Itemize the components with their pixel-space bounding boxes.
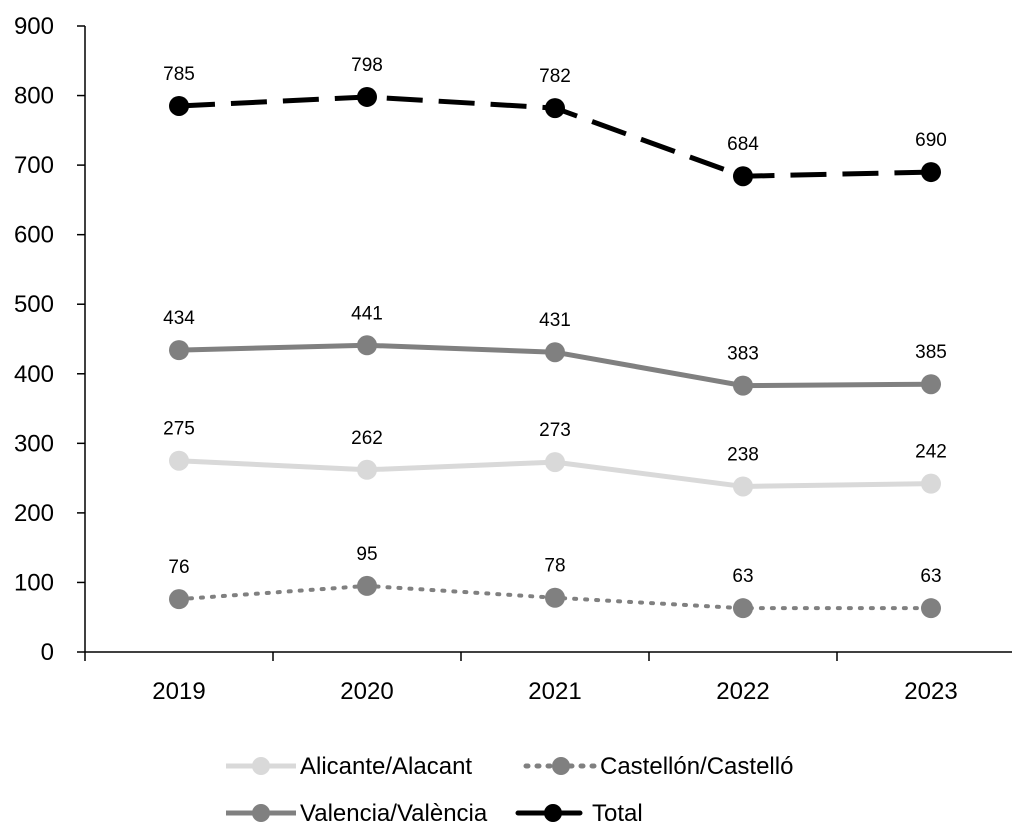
y-tick-label: 300 xyxy=(14,430,54,457)
y-tick-label: 0 xyxy=(41,639,54,666)
legend-label: Valencia/València xyxy=(300,800,488,826)
legend-marker xyxy=(252,757,270,775)
data-label: 242 xyxy=(915,442,947,463)
legend-label: Total xyxy=(592,800,643,826)
x-tick-labels: 2019 2020 2021 2022 2023 xyxy=(84,652,958,705)
data-label: 441 xyxy=(351,303,383,324)
data-label: 76 xyxy=(168,557,189,578)
data-label: 684 xyxy=(727,134,759,155)
series-group: 275 262 273 238 242 76 95 78 63 63 434 441 431 383 385… xyxy=(163,55,947,619)
legend-item-0: Alicante/Alacant xyxy=(226,753,472,780)
legend-marker xyxy=(252,804,270,822)
data-label: 385 xyxy=(915,342,947,363)
x-tick-label: 2021 xyxy=(528,678,581,705)
data-label: 434 xyxy=(163,308,195,329)
y-tick-label: 900 xyxy=(14,13,54,40)
y-tick-label: 200 xyxy=(14,500,54,527)
y-tick-label: 800 xyxy=(14,83,54,110)
x-tick-label: 2020 xyxy=(340,678,393,705)
legend: Alicante/Alacant Castellón/Castelló Valenc… xyxy=(226,753,793,826)
series-3: 785 798 782 684 690 xyxy=(163,55,947,187)
data-point xyxy=(545,98,565,119)
data-point xyxy=(545,587,565,608)
x-tick-label: 2022 xyxy=(716,678,769,705)
data-point xyxy=(545,452,565,473)
x-tick-label: 2023 xyxy=(904,678,957,705)
data-point xyxy=(169,340,189,361)
data-point xyxy=(169,589,189,610)
data-point xyxy=(733,166,753,187)
legend-label: Castellón/Castelló xyxy=(600,753,793,780)
data-label: 690 xyxy=(915,130,947,151)
y-tick-label: 400 xyxy=(14,361,54,388)
data-point xyxy=(921,162,941,183)
data-point xyxy=(733,476,753,497)
legend-marker xyxy=(552,757,570,775)
y-tick-label: 600 xyxy=(14,222,54,249)
data-point xyxy=(921,473,941,494)
y-tick-label: 700 xyxy=(14,152,54,179)
axes xyxy=(84,26,1012,653)
series-1: 76 95 78 63 63 xyxy=(168,544,942,619)
data-point xyxy=(921,598,941,619)
y-tick-label: 500 xyxy=(14,291,54,318)
data-point xyxy=(545,342,565,363)
legend-marker xyxy=(544,804,562,822)
data-point xyxy=(169,95,189,116)
series-0: 275 262 273 238 242 xyxy=(163,419,947,497)
data-label: 238 xyxy=(727,444,759,465)
data-point xyxy=(733,375,753,396)
data-label: 95 xyxy=(356,544,377,565)
legend-item-1: Castellón/Castelló xyxy=(523,753,793,780)
data-point xyxy=(357,335,377,356)
data-label: 798 xyxy=(351,55,383,76)
x-tick-label: 2019 xyxy=(152,678,205,705)
series-2: 434 441 431 383 385 xyxy=(163,303,947,396)
data-label: 63 xyxy=(920,566,941,587)
data-label: 262 xyxy=(351,428,383,449)
data-label: 383 xyxy=(727,344,759,365)
data-point xyxy=(921,374,941,395)
data-label: 431 xyxy=(539,310,571,331)
data-point xyxy=(357,86,377,107)
y-tick-label: 100 xyxy=(14,569,54,596)
data-point xyxy=(357,575,377,596)
data-label: 273 xyxy=(539,420,571,441)
data-label: 275 xyxy=(163,419,195,440)
legend-label: Alicante/Alacant xyxy=(300,753,472,780)
data-point xyxy=(733,598,753,619)
data-label: 782 xyxy=(539,66,571,87)
data-point xyxy=(357,459,377,480)
data-point xyxy=(169,450,189,471)
data-label: 63 xyxy=(732,566,753,587)
legend-item-3: Total xyxy=(515,800,643,826)
y-tick-labels: 0 100 200 300 400 500 600 700 800 900 xyxy=(14,13,85,666)
legend-item-2: Valencia/València xyxy=(226,800,488,826)
data-label: 78 xyxy=(544,556,565,577)
data-label: 785 xyxy=(163,64,195,85)
